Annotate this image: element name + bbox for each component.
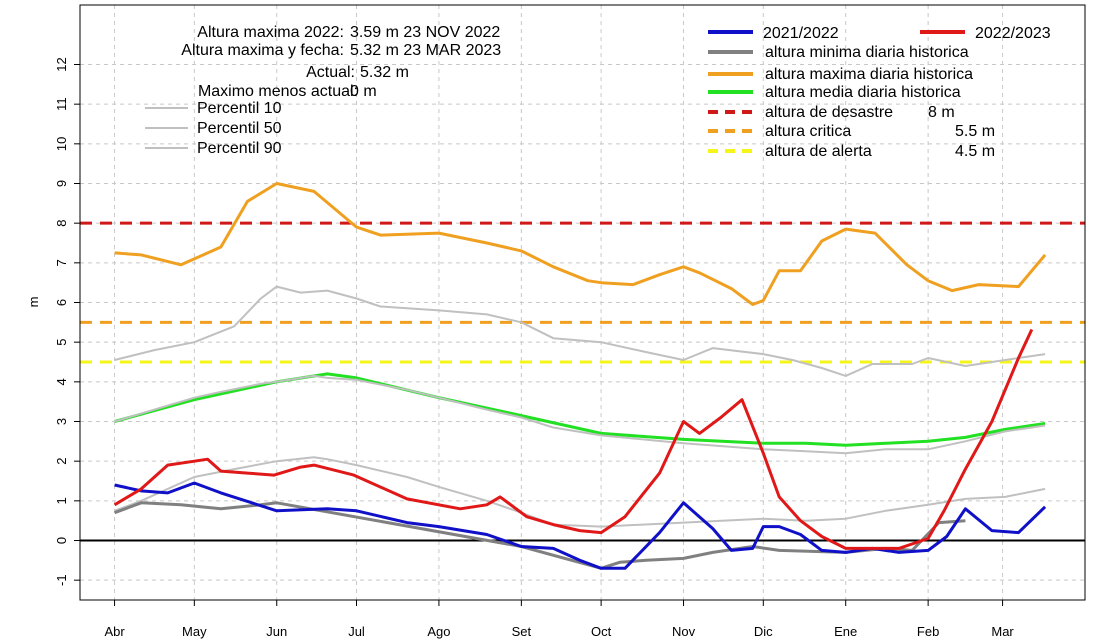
- series-line: [114, 481, 1047, 570]
- legend-percentiles: Percentil 10 Percentil 50 Percentil 90: [145, 100, 282, 157]
- info-box: Altura maxima 2022: 3.59 m 23 NOV 2022 Alt…: [181, 24, 501, 100]
- series-line: [113, 328, 1034, 550]
- legend-label: altura maxima diaria historica: [765, 66, 973, 83]
- y-tick-label: 12: [54, 57, 69, 71]
- info-label: Altura maxima 2022:: [197, 24, 344, 41]
- info-value: 3.59 m 23 NOV 2022: [350, 24, 500, 41]
- legend-series: 2021/2022 2022/2023 altura minima diaria h…: [708, 25, 1051, 160]
- legend-label: 2021/2022: [763, 25, 839, 42]
- info-value: 5.32 m 23 MAR 2023: [350, 42, 501, 59]
- info-label: Altura maxima y fecha:: [181, 42, 344, 59]
- info-label: Actual:: [306, 64, 355, 81]
- x-tick-label: Jun: [266, 624, 287, 639]
- legend-label: Percentil 10: [197, 100, 282, 117]
- y-tick-label: 6: [54, 299, 69, 306]
- threshold-lines: [80, 221, 1085, 364]
- x-tick-label: Ago: [427, 624, 450, 639]
- series-line: [114, 182, 1047, 306]
- y-tick-label: 7: [54, 259, 69, 266]
- y-tick-label: 0: [54, 537, 69, 544]
- legend-label: altura de alerta: [765, 143, 872, 160]
- legend-label: altura media diaria historica: [765, 84, 961, 101]
- legend-label: 2022/2023: [975, 25, 1051, 42]
- legend-label: Percentil 90: [197, 140, 282, 157]
- series-line: [114, 501, 966, 570]
- x-tick-label: Feb: [917, 624, 939, 639]
- legend-label: altura critica: [765, 123, 851, 140]
- legend-value: 8 m: [928, 104, 955, 121]
- y-tick-label: 11: [54, 97, 69, 111]
- series-line: [114, 285, 1046, 377]
- legend-value: 5.5 m: [955, 123, 995, 140]
- y-tick-label: 1: [54, 497, 69, 504]
- x-tick-label: Oct: [591, 624, 612, 639]
- x-tick-label: May: [182, 624, 207, 639]
- y-tick-label: 8: [54, 220, 69, 227]
- legend-value: 4.5 m: [955, 143, 995, 160]
- y-axis-label: m: [26, 297, 41, 308]
- series-line: [114, 456, 1046, 528]
- x-tick-label: Abr: [104, 624, 125, 639]
- series-line: [114, 374, 1046, 455]
- x-tick-label: Jul: [348, 624, 365, 639]
- legend-label: Percentil 50: [197, 120, 282, 137]
- info-value: 0 m: [350, 83, 377, 100]
- series-lines: [113, 182, 1047, 570]
- x-tick-label: Set: [512, 624, 532, 639]
- legend-label: altura de desastre: [765, 104, 893, 121]
- y-tick-label: 9: [54, 180, 69, 187]
- y-tick-label: 10: [54, 137, 69, 151]
- legend-label: altura minima diaria historica: [765, 44, 969, 61]
- y-tick-label: 5: [54, 339, 69, 346]
- x-tick-label: Ene: [834, 624, 857, 639]
- y-tick-label: -1: [54, 574, 69, 586]
- y-tick-label: 2: [54, 458, 69, 465]
- x-tick-label: Dic: [754, 624, 773, 639]
- x-tick-label: Mar: [991, 624, 1014, 639]
- y-tick-label: 4: [54, 378, 69, 385]
- x-axis: Abr May Jun Jul Ago Set Oct Nov Dic Ene Feb Mar: [104, 600, 1014, 639]
- x-tick-label: Nov: [672, 624, 696, 639]
- info-label: Maximo menos actual:: [198, 83, 358, 100]
- info-value: 5.32 m: [360, 64, 409, 81]
- y-tick-label: 3: [54, 418, 69, 425]
